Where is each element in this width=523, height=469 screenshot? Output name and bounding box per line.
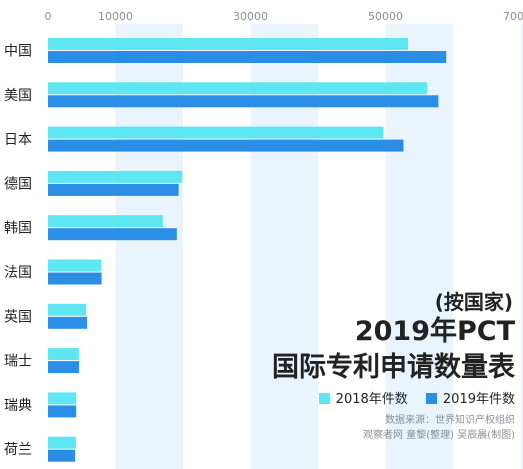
- bar-2018: [48, 303, 87, 316]
- category-label: 日本: [4, 132, 32, 148]
- bar-2018: [48, 170, 183, 183]
- category-label: 美国: [4, 88, 32, 104]
- title-block: (按国家) 2019年PCT 国际专利申请数量表 2018年件数 2019年件数…: [272, 290, 515, 443]
- category-label: 英国: [4, 308, 32, 325]
- source-note: 数据来源：世界知识产权组织 观察者网 童黎(整理) 吴辰晨(制图): [272, 413, 515, 443]
- chart-title-line-1: 2019年PCT: [354, 316, 515, 347]
- bar-2019: [48, 228, 177, 241]
- category-label: 瑞士: [4, 354, 32, 370]
- bar-2018: [48, 82, 427, 95]
- bar-2019: [48, 449, 76, 462]
- legend-swatch-2018: [318, 393, 330, 404]
- background-band: [520, 24, 523, 469]
- bars: [48, 38, 447, 462]
- bar-2018: [48, 259, 102, 272]
- bar-2018: [48, 38, 409, 50]
- bar-2018: [48, 436, 76, 449]
- x-tick-label: 70000: [503, 10, 523, 23]
- bar-2018: [48, 215, 163, 228]
- category-label: 法国: [4, 265, 32, 281]
- x-axis-ticks: 0 10000 30000 50000 70000: [45, 10, 523, 23]
- bar-2019: [48, 405, 77, 418]
- bar-2019: [48, 139, 404, 152]
- legend-item-2018: 2018年件数: [318, 391, 408, 409]
- x-tick-label: 0: [45, 10, 52, 23]
- category-label: 荷兰: [4, 442, 32, 458]
- chart-subtitle: (按国家): [434, 290, 513, 314]
- x-tick-label: 10000: [98, 10, 133, 23]
- bar-2019: [48, 51, 447, 63]
- bar-2018: [48, 348, 79, 361]
- source-line-2: 观察者网 童黎(整理) 吴辰晨(制图): [363, 430, 515, 441]
- bar-2019: [48, 316, 88, 329]
- category-label: 中国: [4, 44, 32, 60]
- x-tick-label: 30000: [233, 10, 268, 23]
- bar-2019: [48, 361, 80, 374]
- chart-title-line-2: 国际专利申请数量表: [272, 352, 515, 383]
- category-label: 韩国: [4, 221, 32, 237]
- category-label: 德国: [4, 176, 32, 192]
- bar-2018: [48, 126, 384, 139]
- legend-swatch-2019: [425, 393, 437, 404]
- legend-label-2018: 2018年件数: [335, 392, 408, 407]
- bar-2019: [48, 272, 102, 285]
- legend: 2018年件数 2019年件数: [272, 391, 515, 409]
- bar-2019: [48, 95, 439, 108]
- source-line-1: 数据来源：世界知识产权组织: [385, 415, 515, 426]
- legend-label-2019: 2019年件数: [442, 392, 515, 407]
- category-label: 瑞典: [4, 398, 32, 414]
- x-tick-label: 50000: [368, 10, 403, 23]
- bar-2018: [48, 392, 77, 405]
- legend-item-2019: 2019年件数: [425, 391, 515, 409]
- bar-2019: [48, 183, 179, 196]
